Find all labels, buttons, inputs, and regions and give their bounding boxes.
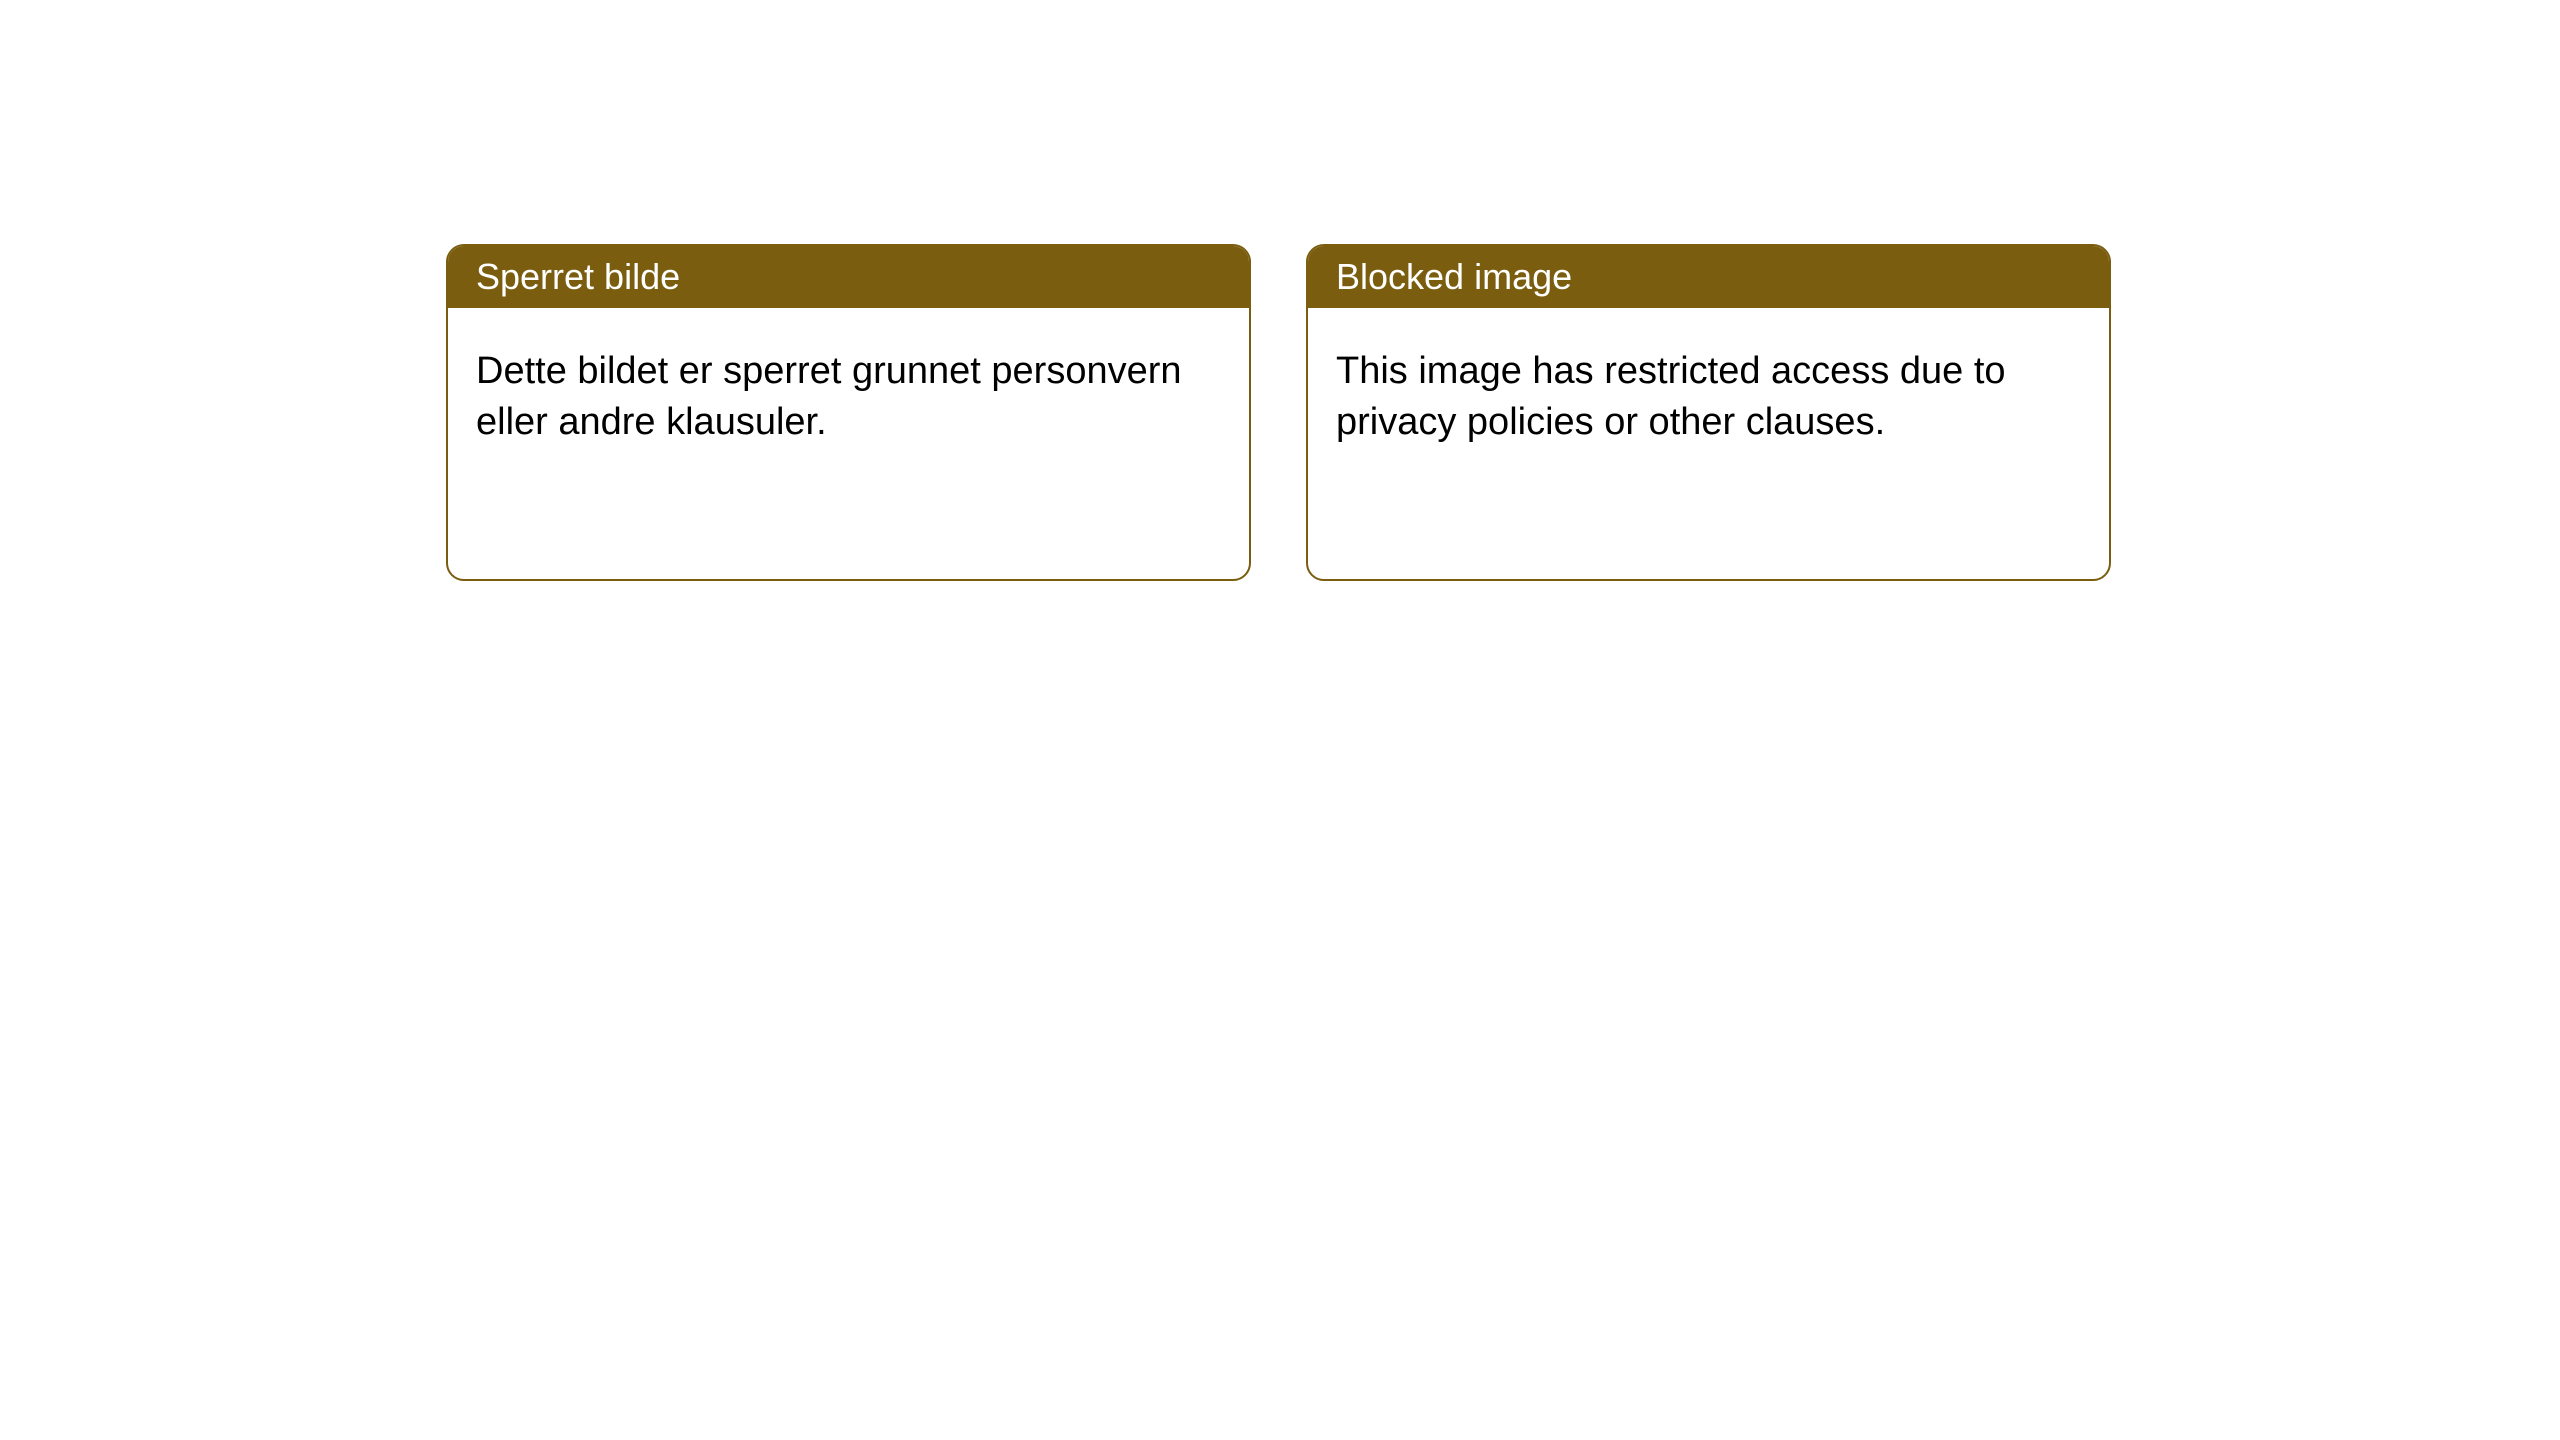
notice-body-text: This image has restricted access due to … [1336, 350, 2006, 443]
notice-title: Sperret bilde [476, 256, 680, 297]
notice-card-english: Blocked image This image has restricted … [1306, 244, 2111, 581]
notice-title: Blocked image [1336, 256, 1572, 297]
notice-card-header: Blocked image [1308, 246, 2109, 308]
notice-body-text: Dette bildet er sperret grunnet personve… [476, 350, 1182, 443]
notice-container: Sperret bilde Dette bildet er sperret gr… [446, 244, 2111, 581]
notice-card-header: Sperret bilde [448, 246, 1249, 308]
notice-card-body: This image has restricted access due to … [1308, 308, 2109, 487]
notice-card-body: Dette bildet er sperret grunnet personve… [448, 308, 1249, 487]
notice-card-norwegian: Sperret bilde Dette bildet er sperret gr… [446, 244, 1251, 581]
